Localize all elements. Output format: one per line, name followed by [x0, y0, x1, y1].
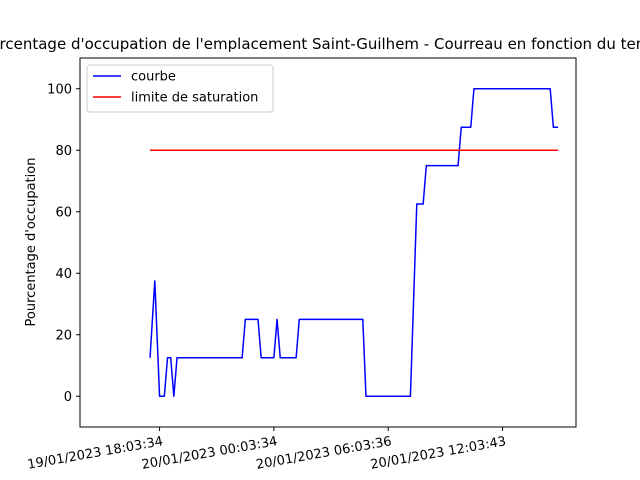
y-tick-label: 20 [55, 328, 72, 343]
y-tick-label: 60 [55, 205, 72, 220]
legend-label-1: limite de saturation [131, 91, 258, 106]
series-line-0 [149, 88, 559, 397]
plot-area [149, 88, 559, 397]
y-axis-title: Pourcentage d'occupation [24, 158, 39, 327]
legend-box [86, 64, 274, 113]
legend: courbe limite de saturation [86, 64, 274, 113]
y-tick-label: 80 [55, 144, 72, 159]
legend-label-0: courbe [131, 70, 176, 85]
y-tick-label: 100 [47, 82, 72, 97]
y-tick-label: 40 [55, 267, 72, 282]
chart-title: Pourcentage d'occupation de l'emplacemen… [0, 35, 640, 53]
y-axis: 0 20 40 60 80 100 [47, 82, 80, 405]
axes-frame [79, 57, 577, 428]
y-tick-label: 0 [64, 390, 72, 405]
